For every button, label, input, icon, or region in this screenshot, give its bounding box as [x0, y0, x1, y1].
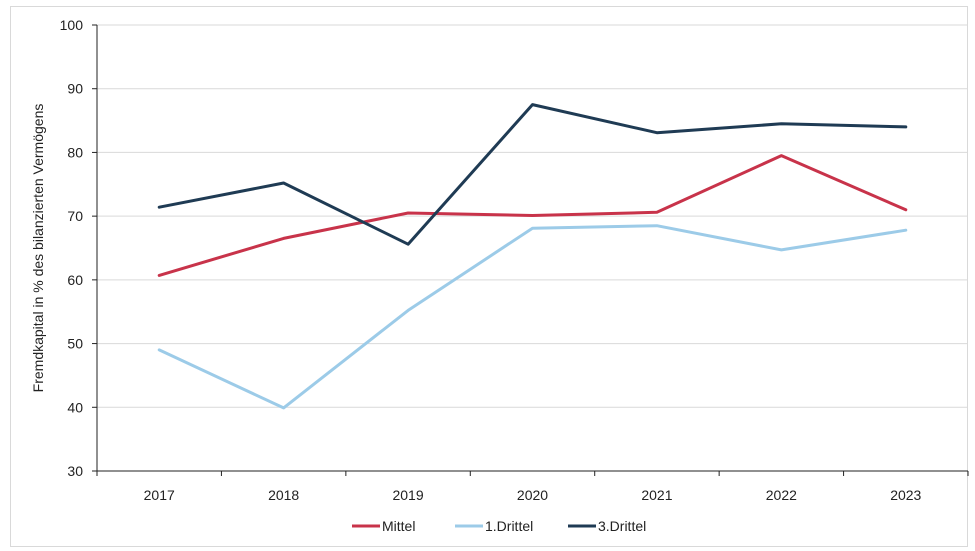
x-tick-label: 2022 [766, 487, 797, 503]
series-lines [157, 103, 908, 410]
series-line-1 [157, 154, 908, 277]
x-tick-label: 2019 [392, 487, 423, 503]
x-tick-label: 2017 [144, 487, 175, 503]
y-tick-label: 60 [67, 272, 83, 288]
legend-item-2: 1.Drittel [455, 518, 533, 534]
y-axis-title: Fremdkapital in % des bilanzierten Vermö… [30, 104, 46, 393]
x-tick-label: 2021 [641, 487, 672, 503]
series-line-2 [157, 224, 908, 410]
y-tick-label: 30 [67, 463, 83, 479]
y-tick-label: 90 [67, 81, 83, 97]
y-tick-label: 70 [67, 208, 83, 224]
y-axis: 30 40 50 60 70 80 90 100 [60, 17, 98, 479]
legend-label: 1.Drittel [485, 518, 533, 534]
x-axis: 2017 2018 2019 2020 2021 2022 2023 [96, 470, 969, 503]
legend-label: Mittel [382, 518, 415, 534]
y-tick-label: 80 [67, 144, 83, 160]
series-line-3 [157, 103, 908, 246]
x-tick-label: 2023 [890, 487, 921, 503]
legend-item-3: 3.Drittel [568, 518, 646, 534]
legend-item-1: Mittel [352, 518, 415, 534]
x-tick-label: 2018 [268, 487, 299, 503]
x-tick-label: 2020 [517, 487, 548, 503]
y-tick-label: 40 [67, 399, 83, 415]
legend: Mittel 1.Drittel 3.Drittel [352, 518, 646, 534]
legend-label: 3.Drittel [598, 518, 646, 534]
y-tick-label: 50 [67, 336, 83, 352]
gridlines [97, 24, 968, 408]
y-tick-label: 100 [60, 17, 84, 33]
chart-frame [10, 6, 968, 547]
